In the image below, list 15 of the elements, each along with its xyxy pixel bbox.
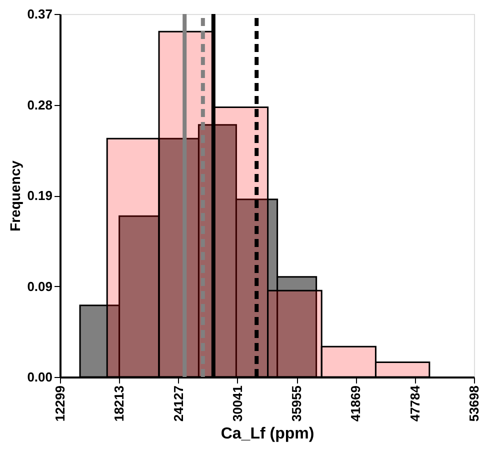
x-tick-label: 18213 [112,386,127,422]
y-tick-label: 0.19 [27,188,52,203]
y-tick-label: 0.09 [27,278,52,294]
x-tick-label: 12299 [52,386,68,422]
x-tick-label: 47784 [407,384,422,422]
y-axis-title: Frequency [7,160,24,232]
x-tick-label: 24127 [170,386,186,422]
y-tick-label: 0.00 [27,370,52,384]
x-axis-title: Ca_Lf (ppm) [220,426,314,443]
y-tick-label: 0.37 [27,6,52,22]
x-tick-label: 35955 [289,386,304,422]
x-tick-label: 53698 [466,386,482,422]
x-tick-label: 41869 [348,386,364,422]
x-tick-label: 30041 [230,386,245,422]
y-tick-label: 0.28 [27,97,52,112]
